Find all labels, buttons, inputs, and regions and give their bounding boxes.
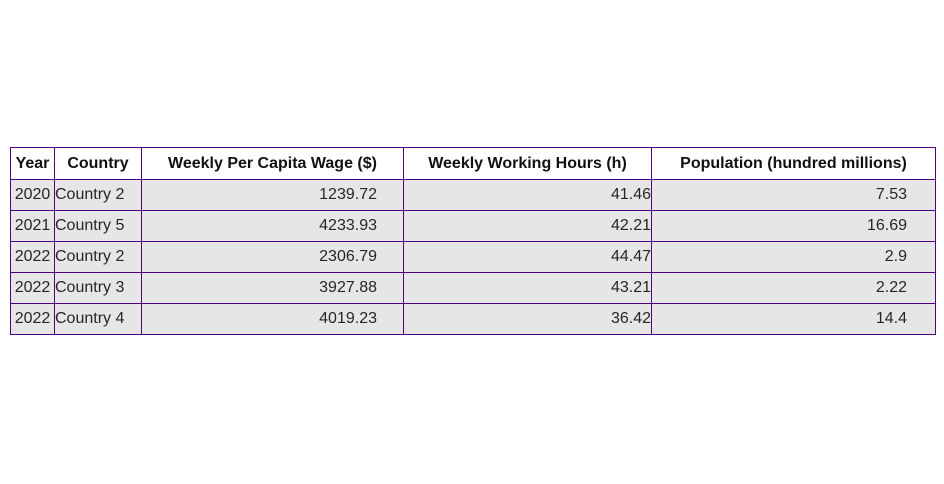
cell-population: 16.69 [651,210,936,242]
cell-weekly-hours: 43.21 [403,272,652,304]
cell-year: 2022 [10,303,55,335]
cell-weekly-hours: 42.21 [403,210,652,242]
header-population: Population (hundred millions) [651,147,936,180]
cell-weekly-wage: 3927.88 [141,272,404,304]
table-row: 2022 Country 3 3927.88 43.21 2.22 [10,272,936,304]
cell-weekly-hours: 36.42 [403,303,652,335]
header-year: Year [10,147,55,180]
table-row: 2021 Country 5 4233.93 42.21 16.69 [10,210,936,242]
header-country: Country [54,147,142,180]
cell-weekly-wage: 4019.23 [141,303,404,335]
cell-weekly-wage: 2306.79 [141,241,404,273]
cell-country: Country 4 [54,303,142,335]
table-row: 2022 Country 4 4019.23 36.42 14.4 [10,303,936,335]
data-table: Year Country Weekly Per Capita Wage ($) … [10,147,936,335]
cell-country: Country 3 [54,272,142,304]
header-weekly-wage: Weekly Per Capita Wage ($) [141,147,404,180]
header-row: Year Country Weekly Per Capita Wage ($) … [10,147,936,180]
cell-year: 2022 [10,272,55,304]
cell-population: 2.9 [651,241,936,273]
cell-country: Country 5 [54,210,142,242]
cell-weekly-wage: 4233.93 [141,210,404,242]
cell-population: 7.53 [651,179,936,211]
header-weekly-hours: Weekly Working Hours (h) [403,147,652,180]
cell-year: 2021 [10,210,55,242]
cell-weekly-hours: 41.46 [403,179,652,211]
table-row: 2022 Country 2 2306.79 44.47 2.9 [10,241,936,273]
cell-year: 2022 [10,241,55,273]
cell-population: 2.22 [651,272,936,304]
table-row: 2020 Country 2 1239.72 41.46 7.53 [10,179,936,211]
cell-population: 14.4 [651,303,936,335]
cell-country: Country 2 [54,179,142,211]
cell-weekly-hours: 44.47 [403,241,652,273]
cell-year: 2020 [10,179,55,211]
cell-country: Country 2 [54,241,142,273]
cell-weekly-wage: 1239.72 [141,179,404,211]
